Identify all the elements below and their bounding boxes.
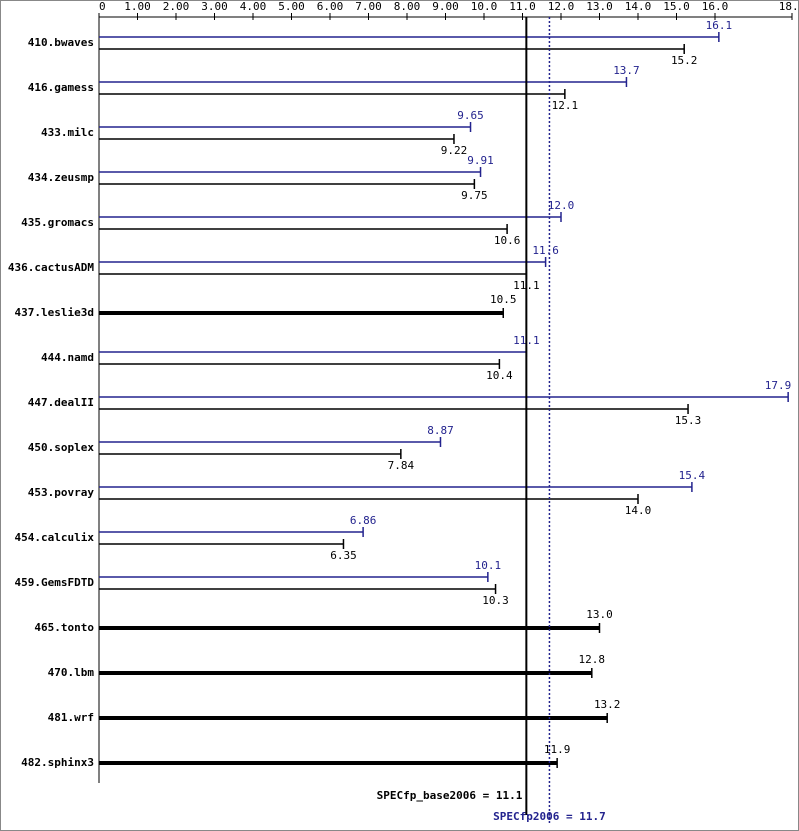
value-label: 17.9 xyxy=(765,379,792,392)
x-tick-label: 8.00 xyxy=(394,0,421,13)
y-tick-label: 447.dealII xyxy=(28,396,94,409)
x-tick-label: 10.0 xyxy=(471,0,498,13)
x-tick-label: 18.0 xyxy=(779,0,799,13)
y-tick-label: 436.cactusADM xyxy=(8,261,94,274)
x-tick-label: 14.0 xyxy=(625,0,652,13)
value-label: 10.6 xyxy=(494,234,521,247)
x-tick-label: 7.00 xyxy=(355,0,382,13)
x-tick-label: 1.00 xyxy=(124,0,151,13)
value-label: 15.4 xyxy=(679,469,706,482)
y-tick-label: 450.soplex xyxy=(28,441,95,454)
value-label: 9.91 xyxy=(467,154,494,167)
value-label: 11.6 xyxy=(532,244,559,257)
value-label: 6.35 xyxy=(330,549,357,562)
y-tick-label: 465.tonto xyxy=(34,621,94,634)
value-label: 6.86 xyxy=(350,514,377,527)
value-label: 10.5 xyxy=(490,293,517,306)
y-tick-label: 470.lbm xyxy=(48,666,95,679)
value-label: 7.84 xyxy=(388,459,415,472)
value-label: 12.0 xyxy=(548,199,575,212)
y-tick-label: 434.zeusmp xyxy=(28,171,95,184)
x-tick-label: 16.0 xyxy=(702,0,729,13)
x-tick-label: 15.0 xyxy=(663,0,690,13)
y-tick-label: 410.bwaves xyxy=(28,36,94,49)
y-tick-label: 482.sphinx3 xyxy=(21,756,94,769)
value-label: 16.1 xyxy=(706,19,733,32)
value-label: 13.7 xyxy=(613,64,640,77)
y-tick-label: 433.milc xyxy=(41,126,94,139)
value-label: 8.87 xyxy=(427,424,454,437)
value-label: 10.4 xyxy=(486,369,513,382)
value-label: 13.0 xyxy=(586,608,613,621)
y-tick-label: 444.namd xyxy=(41,351,94,364)
reference-label: SPECfp_base2006 = 11.1 xyxy=(377,789,523,802)
x-tick-label: 2.00 xyxy=(163,0,190,13)
value-label: 11.9 xyxy=(544,743,571,756)
value-label: 13.2 xyxy=(594,698,621,711)
y-tick-label: 454.calculix xyxy=(15,531,95,544)
y-tick-label: 437.leslie3d xyxy=(15,306,94,319)
y-tick-label: 435.gromacs xyxy=(21,216,94,229)
value-label: 15.3 xyxy=(675,414,702,427)
y-tick-label: 459.GemsFDTD xyxy=(15,576,95,589)
value-label: 10.3 xyxy=(482,594,509,607)
value-label: 12.8 xyxy=(579,653,606,666)
value-label: 9.65 xyxy=(457,109,484,122)
x-tick-label: 11.0 xyxy=(509,0,536,13)
y-tick-label: 416.gamess xyxy=(28,81,94,94)
x-tick-label: 0 xyxy=(99,0,106,13)
value-label: 9.75 xyxy=(461,189,488,202)
x-tick-label: 4.00 xyxy=(240,0,267,13)
x-tick-label: 13.0 xyxy=(586,0,613,13)
value-label: 14.0 xyxy=(625,504,652,517)
value-label: 15.2 xyxy=(671,54,698,67)
x-tick-label: 6.00 xyxy=(317,0,344,13)
value-label: 10.1 xyxy=(475,559,502,572)
x-tick-label: 12.0 xyxy=(548,0,575,13)
x-tick-label: 5.00 xyxy=(278,0,305,13)
y-tick-label: 453.povray xyxy=(28,486,95,499)
value-label: 12.1 xyxy=(552,99,579,112)
x-tick-label: 3.00 xyxy=(201,0,228,13)
value-label: 9.22 xyxy=(441,144,468,157)
x-tick-label: 9.00 xyxy=(432,0,459,13)
reference-label: SPECfp2006 = 11.7 xyxy=(493,810,606,823)
y-tick-label: 481.wrf xyxy=(48,711,94,724)
